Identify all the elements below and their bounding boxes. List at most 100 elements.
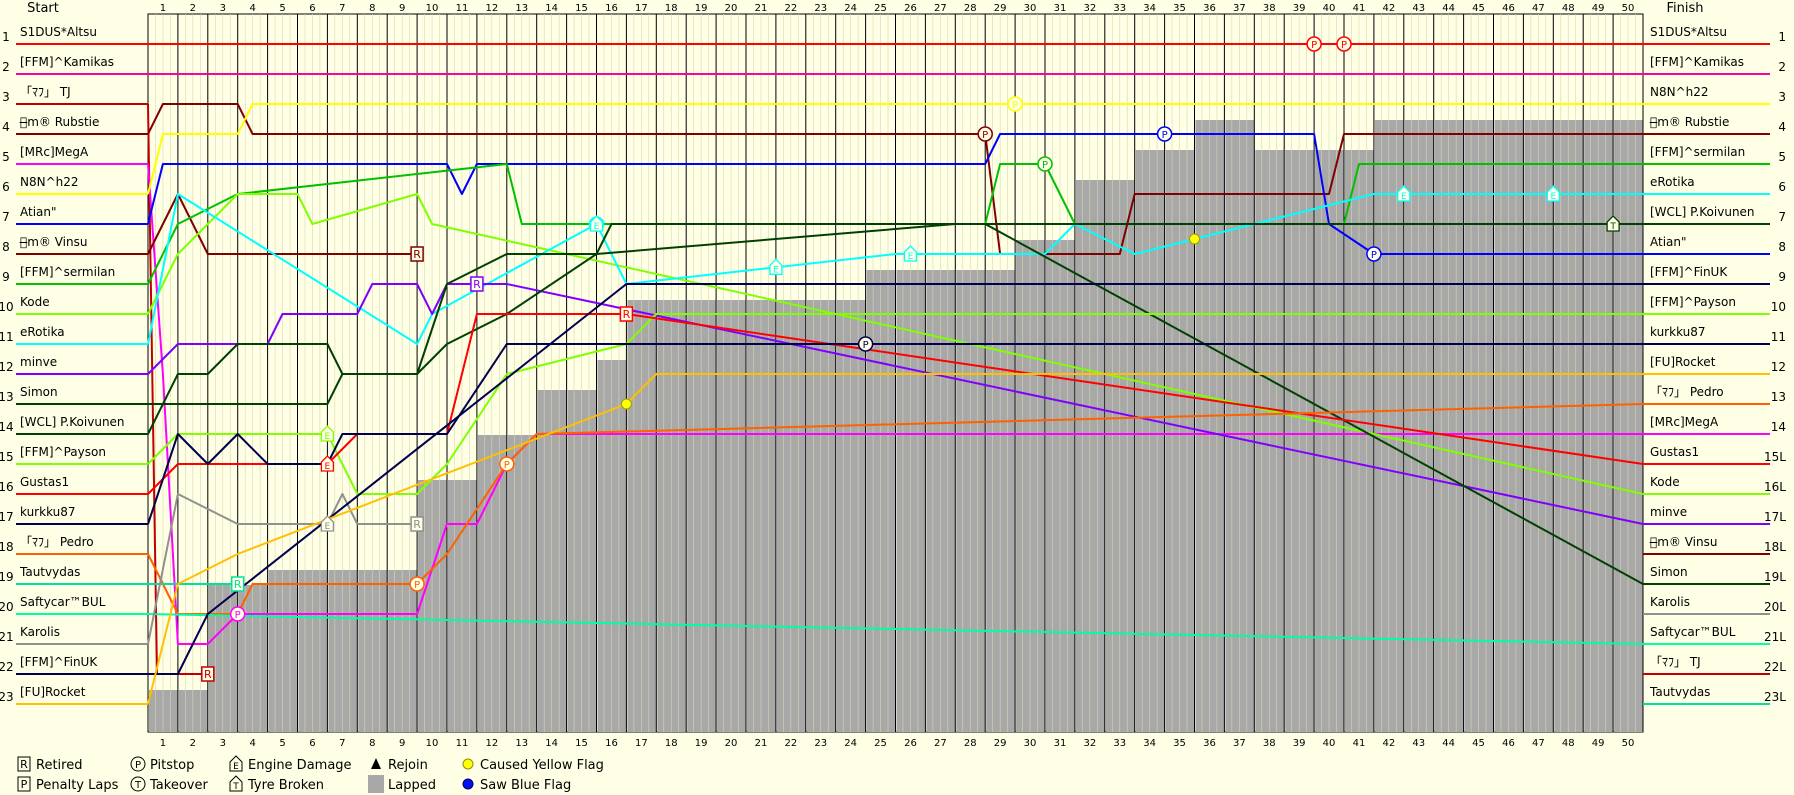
finish-position-number: 10	[1771, 300, 1786, 314]
start-grid-driver-name: [MRc]MegA	[20, 145, 89, 159]
legend-house-icon	[229, 775, 243, 792]
finish-position-number: 15L	[1764, 450, 1786, 464]
lap-tick-top: 18	[665, 3, 678, 14]
series-line	[147, 193, 1644, 495]
start-grid-driver-name: ﾑ̶m® Rubstie	[19, 115, 99, 129]
finish-driver-name: Saftycar™BUL	[1650, 625, 1736, 639]
retired-marker-letter: R	[473, 278, 481, 291]
legend-item: Saw Blue Flag	[462, 778, 571, 793]
lapped-cell	[238, 585, 268, 732]
pitstop-marker-letter: P	[1311, 40, 1317, 51]
caused-yellow-marker	[620, 398, 632, 410]
legend-blue-dot-icon	[462, 778, 474, 790]
legend-label: Caused Yellow Flag	[480, 758, 604, 773]
engine-damage-marker	[320, 515, 335, 532]
lap-tick-top: 24	[844, 3, 857, 14]
lap-tick-bottom: 49	[1592, 738, 1605, 749]
finish-position-number: 20L	[1764, 600, 1786, 614]
start-grid-driver-name: [FU]Rocket	[20, 685, 86, 699]
lap-tick-top: 49	[1592, 3, 1605, 14]
start-position-number: 4	[2, 120, 10, 134]
legend-item: Caused Yellow Flag	[462, 758, 604, 773]
lap-tick-bottom: 50	[1622, 738, 1635, 749]
lap-tick-top: 5	[279, 3, 285, 14]
lapped-cell	[358, 570, 388, 732]
event-marker-letter: E	[1550, 192, 1556, 202]
legend-square-icon	[17, 776, 31, 792]
lap-tick-top: 33	[1113, 3, 1126, 14]
lap-tick-top: 44	[1442, 3, 1455, 14]
lapped-cell	[1434, 120, 1464, 732]
lap-tick-top: 16	[605, 3, 618, 14]
finish-driver-name: Kode	[1650, 475, 1680, 489]
engine-damage-marker	[589, 215, 604, 232]
lap-tick-top: 32	[1083, 3, 1096, 14]
series-line	[147, 193, 418, 255]
lap-tick-bottom: 15	[575, 738, 588, 749]
tyre-broken-marker	[1606, 215, 1620, 232]
lap-tick-top: 3	[220, 3, 226, 14]
lap-tick-bottom: 42	[1382, 738, 1395, 749]
pitstop-marker-letter: P	[982, 130, 988, 141]
finish-position-number: 17L	[1764, 510, 1786, 524]
lapped-cell	[1075, 180, 1105, 732]
lap-tick-bottom: 47	[1532, 738, 1545, 749]
lap-tick-bottom: 8	[369, 738, 375, 749]
legend-item: T Tyre Broken	[229, 775, 324, 793]
pitstop-marker	[229, 606, 246, 622]
engine-damage-marker	[1546, 185, 1560, 202]
lapped-cell	[836, 300, 866, 732]
lap-tick-bottom: 29	[994, 738, 1007, 749]
lap-tick-bottom: 34	[1143, 738, 1156, 749]
lap-tick-top: 4	[249, 3, 255, 14]
legend-grey-box-icon	[368, 775, 384, 793]
lap-tick-top: 23	[814, 3, 827, 14]
start-position-number: 8	[2, 240, 10, 254]
lapped-cell	[1584, 120, 1614, 732]
legend-triangle-icon	[371, 758, 381, 769]
pitstop-marker	[1037, 156, 1053, 172]
lap-tick-top: 40	[1323, 3, 1336, 14]
legend-item: T Takeover	[130, 776, 208, 793]
lapped-cell	[298, 570, 328, 732]
start-grid-driver-name: Karolis	[20, 625, 60, 639]
series-line	[147, 613, 1644, 645]
finish-position-number: 21L	[1764, 630, 1786, 644]
finish-position-number: 1	[1778, 30, 1786, 44]
start-position-number: 20	[0, 600, 14, 614]
lap-tick-top: 31	[1054, 3, 1067, 14]
start-position-number: 19	[0, 570, 14, 584]
start-position-number: 3	[2, 90, 10, 104]
lapped-cell	[1464, 120, 1494, 732]
finish-position-number: 3	[1778, 90, 1786, 104]
engine-damage-marker	[769, 258, 783, 275]
finish-position-number: 19L	[1764, 570, 1786, 584]
pitstop-marker-letter: P	[235, 610, 241, 621]
legend-yellow-dot-icon	[462, 758, 474, 770]
legend-item: Lapped	[368, 775, 436, 793]
lapped-cell	[1494, 120, 1524, 732]
finish-driver-name: ﾑ̶m® Vinsu	[1649, 535, 1717, 549]
lapped-cell	[1554, 120, 1584, 732]
start-position-number: 10	[0, 300, 14, 314]
start-grid-driver-name: 「ﾏﾌ」 TJ	[20, 85, 71, 99]
start-position-number: 14	[0, 420, 14, 434]
start-position-number: 15	[0, 450, 14, 464]
lap-tick-top: 7	[339, 3, 345, 14]
lapped-cell	[1404, 120, 1434, 732]
start-grid-driver-name: Tautvydas	[19, 565, 80, 579]
event-marker-letter: E	[325, 522, 331, 532]
lap-tick-top: 34	[1143, 3, 1156, 14]
lap-tick-top: 21	[755, 3, 768, 14]
start-grid-driver-name: 「ﾏﾌ」 Pedro	[20, 535, 94, 549]
legend-circle-icon	[130, 776, 146, 792]
lap-tick-top: 26	[904, 3, 917, 14]
lap-tick-bottom: 37	[1233, 738, 1246, 749]
lap-tick-bottom: 36	[1203, 738, 1216, 749]
legend-icon-letter: P	[21, 778, 28, 791]
lap-tick-top: 45	[1472, 3, 1485, 14]
lap-tick-top: 30	[1024, 3, 1037, 14]
start-grid-driver-name: ﾑ̶m® Vinsu	[19, 235, 87, 249]
lap-tick-top: 14	[545, 3, 558, 14]
lapped-cell	[208, 585, 238, 732]
